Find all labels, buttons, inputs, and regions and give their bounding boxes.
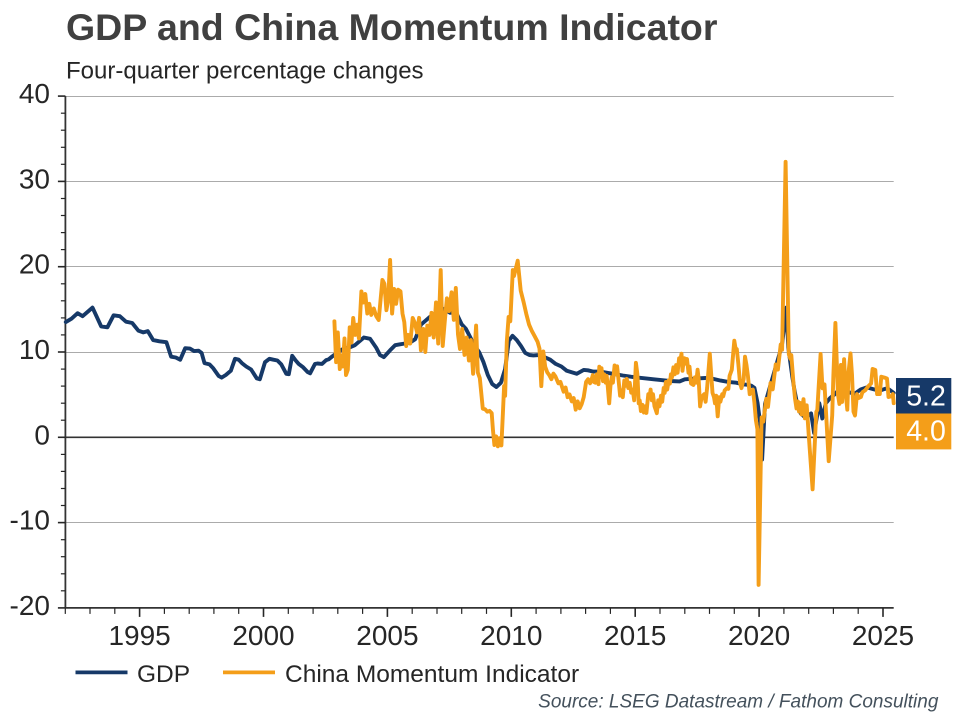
svg-text:2020: 2020: [728, 620, 790, 651]
svg-text:20: 20: [19, 249, 50, 280]
svg-text:-10: -10: [10, 505, 50, 536]
svg-text:4.0: 4.0: [906, 415, 946, 447]
svg-text:2010: 2010: [480, 620, 542, 651]
svg-text:2025: 2025: [852, 620, 914, 651]
svg-text:-20: -20: [10, 590, 50, 621]
svg-text:China Momentum Indicator: China Momentum Indicator: [285, 661, 579, 688]
svg-text:Source: LSEG Datastream / Fath: Source: LSEG Datastream / Fathom Consult…: [538, 692, 939, 713]
svg-text:2015: 2015: [604, 620, 666, 651]
svg-text:GDP and China Momentum Indicat: GDP and China Momentum Indicator: [66, 6, 718, 48]
svg-text:0: 0: [34, 419, 50, 450]
svg-text:2000: 2000: [232, 620, 294, 651]
svg-text:2005: 2005: [356, 620, 418, 651]
svg-text:Four-quarter percentage change: Four-quarter percentage changes: [66, 58, 424, 85]
svg-text:GDP: GDP: [137, 661, 190, 688]
svg-text:10: 10: [19, 334, 50, 365]
svg-text:40: 40: [19, 78, 50, 109]
svg-text:5.2: 5.2: [906, 381, 946, 413]
svg-text:1995: 1995: [108, 620, 170, 651]
svg-text:30: 30: [19, 163, 50, 194]
